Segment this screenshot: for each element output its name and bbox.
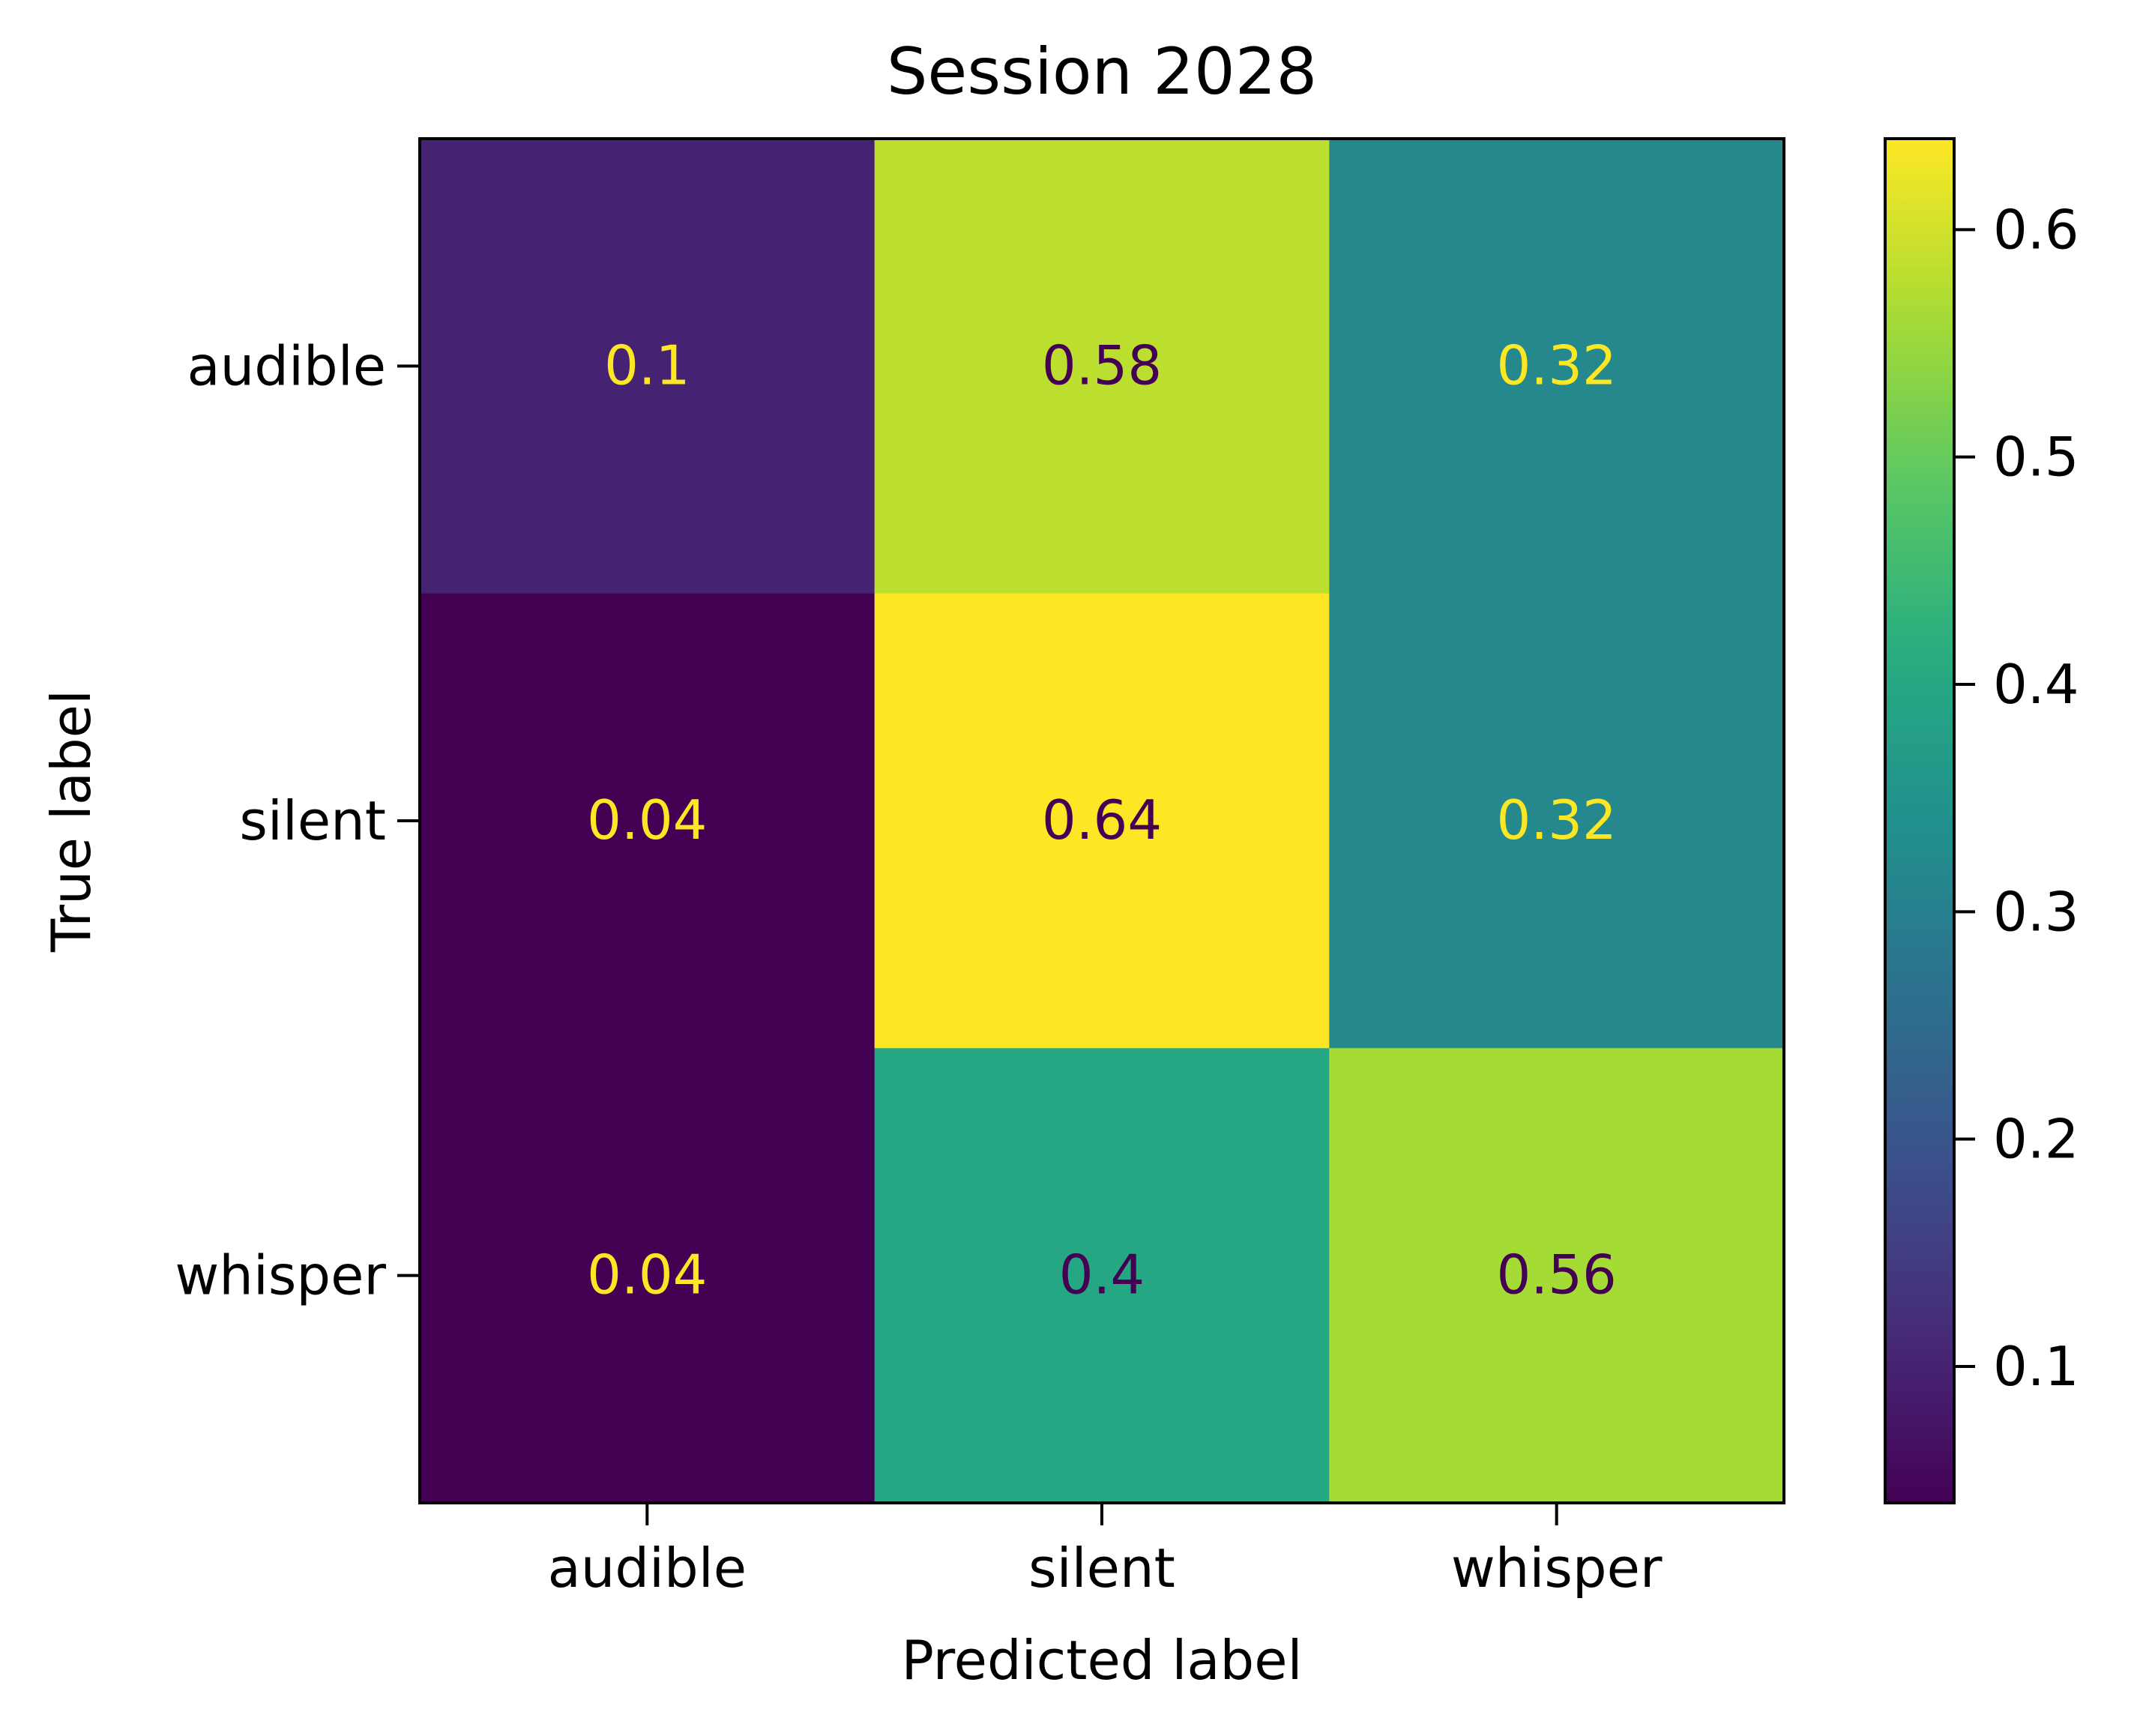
x-tick-label: audible [548,1537,747,1600]
heatmap-cells [420,139,1785,1504]
cell-value-label: 0.56 [1497,1244,1617,1306]
cell-value-label: 0.64 [1042,789,1162,852]
heatmap-cell [420,593,875,1049]
x-tick-label: silent [1028,1537,1175,1600]
x-tick-label: whisper [1451,1537,1663,1600]
heatmap-cell [1329,1048,1785,1504]
heatmap-cell [874,1048,1330,1504]
y-tick-label: silent [239,789,386,852]
cell-value-label: 0.32 [1497,789,1617,852]
y-tick-label: whisper [175,1244,386,1307]
heatmap-cell [874,593,1330,1049]
y-axis-ticks: audible silent whisper [175,334,420,1307]
heatmap-cell-labels: 0.1 0.58 0.32 0.04 0.64 0.32 0.04 0.4 0.56 [587,334,1617,1306]
colorbar-frame [1884,137,1956,1504]
cell-value-label: 0.58 [1042,334,1162,397]
colorbar-tick-label: 0.6 [1993,198,2079,261]
colorbar-ticks: 0.1 0.2 0.3 0.4 0.5 0.6 [1954,198,2079,1398]
colorbar-tick-label: 0.5 [1993,426,2079,489]
cell-value-label: 0.04 [587,789,707,852]
colorbar-tick-label: 0.4 [1993,653,2079,716]
colorbar [1885,139,1954,1503]
heatmap-cell [874,139,1330,594]
cell-value-label: 0.04 [587,1244,707,1306]
x-axis-label: Predicted label [901,1629,1302,1692]
colorbar-tick-label: 0.2 [1993,1108,2079,1171]
heatmap-cell [1329,139,1785,594]
y-axis-label: True label [40,690,103,953]
heatmap-cell [1329,593,1785,1049]
colorbar-tick-label: 0.3 [1993,880,2079,943]
heatmap-cell [420,139,875,594]
heatmap-cell [420,1048,875,1504]
cell-value-label: 0.4 [1059,1244,1145,1306]
y-tick-label: audible [187,334,386,397]
cell-value-label: 0.32 [1497,334,1617,397]
colorbar-tick-label: 0.1 [1993,1335,2079,1398]
cell-value-label: 0.1 [604,334,690,397]
chart-title: Session 2028 [887,34,1317,109]
x-axis-ticks: audible silent whisper [548,1503,1663,1600]
